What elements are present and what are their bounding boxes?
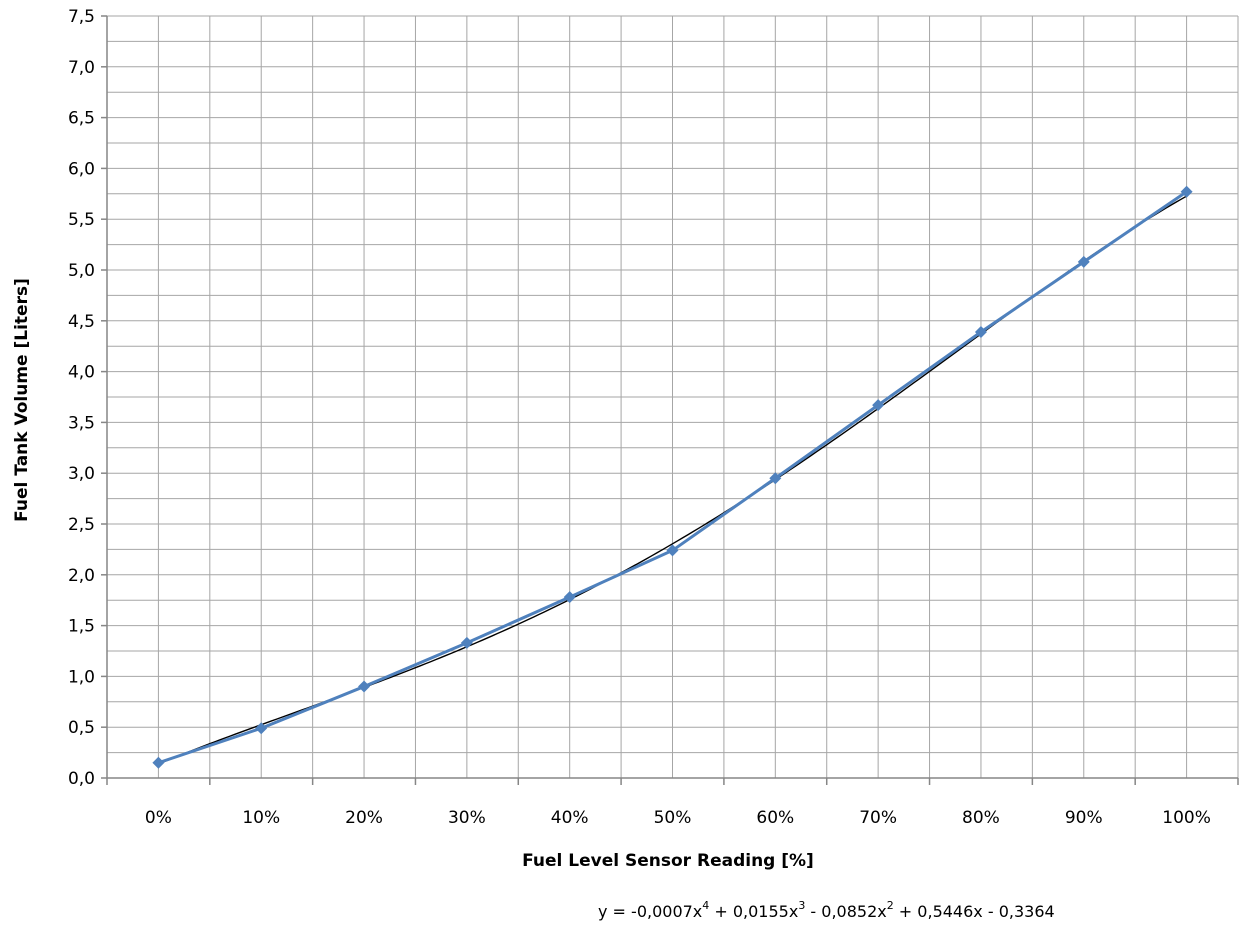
equation-exp-4: 4	[702, 899, 709, 912]
y-tick-label: 6,0	[68, 159, 95, 179]
y-tick-label: 1,5	[68, 617, 95, 637]
x-tick-label: 70%	[859, 808, 897, 828]
x-axis-ticks: 0% 10% 20% 30% 40% 50% 60% 70% 80% 90% 100%	[106, 778, 1239, 828]
data-point-marker	[666, 544, 679, 557]
y-tick-label: 2,0	[68, 566, 95, 586]
x-tick-label: 40%	[551, 808, 589, 828]
y-tick-label: 1,0	[68, 667, 95, 687]
equation-exp-2: 2	[887, 899, 894, 912]
y-tick-label: 7,5	[68, 7, 95, 27]
data-point-marker	[1180, 185, 1193, 198]
data-point-marker	[255, 722, 268, 735]
equation-exp-3: 3	[798, 899, 805, 912]
y-tick-label: 4,0	[68, 363, 95, 383]
y-tick-label: 5,5	[68, 210, 95, 230]
y-axis-ticks: 0,0 0,5 1,0 1,5 2,0 2,5 3,0 3,5 4,0 4,5 5,0 5,5 6,0 6…	[68, 7, 107, 789]
data-point-marker	[1077, 255, 1090, 268]
y-tick-label: 3,5	[68, 413, 95, 433]
equation-lead: y = -0,0007x	[598, 902, 702, 921]
series	[152, 185, 1193, 769]
trendline-equation: y = -0,0007x4 + 0,0155x3 - 0,0852x2 + 0,…	[598, 899, 1055, 921]
x-axis-title: Fuel Level Sensor Reading [%]	[522, 851, 814, 871]
x-tick-label: 10%	[242, 808, 280, 828]
x-tick-label: 20%	[345, 808, 383, 828]
equation-tail: + 0,5446x - 0,3364	[894, 902, 1055, 921]
y-tick-label: 2,5	[68, 515, 95, 535]
x-tick-label: 100%	[1162, 808, 1211, 828]
y-tick-label: 4,5	[68, 312, 95, 332]
y-tick-label: 6,5	[68, 109, 95, 129]
chart-grid	[107, 15, 1239, 778]
data-point-marker	[152, 756, 165, 769]
y-tick-label: 3,0	[68, 464, 95, 484]
data-point-marker	[460, 636, 473, 649]
chart-axes	[106, 16, 1238, 779]
data-point-marker	[563, 591, 576, 604]
x-tick-label: 0%	[145, 808, 172, 828]
y-tick-label: 7,0	[68, 58, 95, 78]
y-axis-title: Fuel Tank Volume [Liters]	[12, 278, 32, 522]
data-point-marker	[358, 680, 371, 693]
x-tick-label: 30%	[448, 808, 486, 828]
x-tick-label: 50%	[654, 808, 692, 828]
data-point-marker	[872, 399, 885, 412]
x-tick-label: 80%	[962, 808, 1000, 828]
y-tick-label: 0,0	[68, 769, 95, 789]
equation-term-3: + 0,0155x	[709, 902, 798, 921]
data-point-marker	[769, 472, 782, 485]
equation-term-2: - 0,0852x	[805, 902, 886, 921]
y-tick-label: 5,0	[68, 261, 95, 281]
x-tick-label: 60%	[756, 808, 794, 828]
x-tick-label: 90%	[1065, 808, 1103, 828]
data-point-marker	[974, 325, 987, 338]
y-tick-label: 0,5	[68, 718, 95, 738]
